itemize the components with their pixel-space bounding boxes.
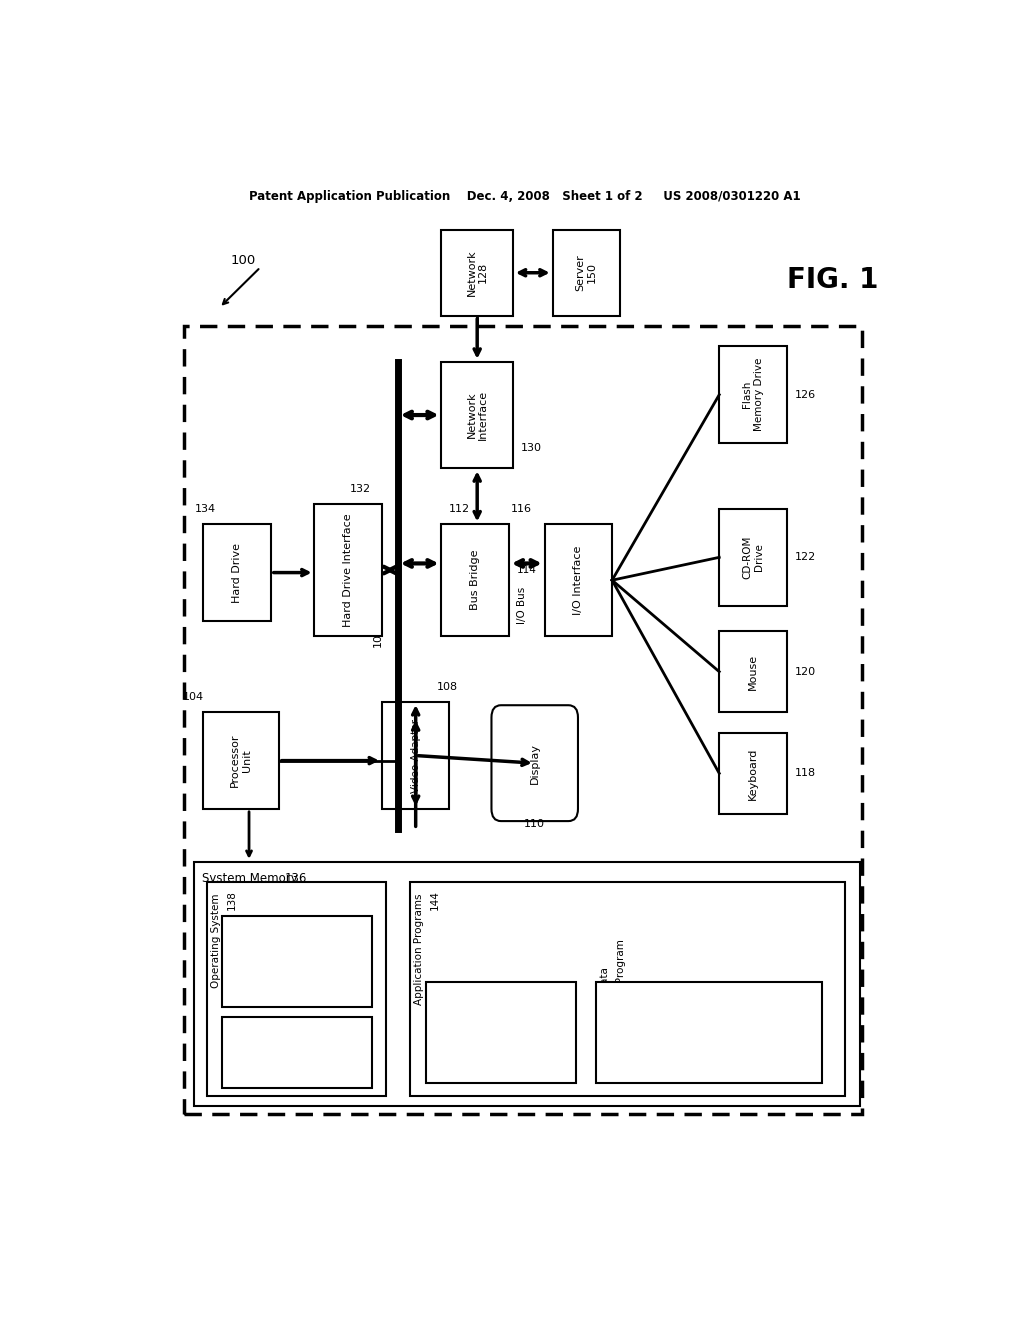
Bar — [221, 916, 373, 1007]
Bar — [204, 524, 270, 620]
Text: 104: 104 — [183, 692, 204, 702]
Text: 120: 120 — [795, 667, 816, 677]
Text: 112: 112 — [449, 504, 470, 515]
Text: 146: 146 — [445, 1023, 456, 1043]
Bar — [194, 862, 860, 1106]
Bar — [441, 230, 513, 315]
Text: 118: 118 — [795, 768, 816, 779]
Bar — [719, 346, 786, 444]
Text: 134: 134 — [195, 504, 216, 515]
Text: Network
Interface: Network Interface — [466, 389, 488, 440]
Text: 138: 138 — [227, 890, 238, 909]
Text: Flash
Memory Drive: Flash Memory Drive — [742, 358, 764, 432]
Text: Server
150: Server 150 — [575, 255, 597, 292]
Text: 144: 144 — [430, 890, 439, 909]
Text: 126: 126 — [795, 389, 816, 400]
Bar — [207, 882, 386, 1096]
Text: Browser: Browser — [430, 1010, 439, 1055]
Text: Keyboard: Keyboard — [748, 747, 758, 800]
Text: Hard Drive: Hard Drive — [232, 543, 242, 603]
Bar — [382, 702, 450, 809]
Text: 100: 100 — [230, 253, 256, 267]
Bar — [553, 230, 621, 315]
Text: Display: Display — [529, 743, 540, 784]
Text: Operating System: Operating System — [211, 890, 221, 987]
Text: 136: 136 — [285, 873, 307, 884]
Bar — [719, 733, 786, 814]
Text: System Bus: System Bus — [373, 543, 383, 609]
Text: 108: 108 — [437, 682, 458, 692]
Text: 130: 130 — [521, 444, 542, 453]
Text: 114: 114 — [517, 565, 537, 576]
Text: Video Adapter: Video Adapter — [411, 718, 421, 792]
Bar — [426, 982, 577, 1084]
Text: 110: 110 — [524, 820, 545, 829]
Bar — [410, 882, 845, 1096]
Text: Shell(s): Shell(s) — [225, 940, 236, 982]
Text: FIG. 1: FIG. 1 — [786, 267, 878, 294]
Text: Forms Data: Forms Data — [600, 968, 610, 1027]
Text: Network
128: Network 128 — [466, 249, 488, 296]
FancyBboxPatch shape — [492, 705, 578, 821]
Text: I/O Interface: I/O Interface — [573, 545, 584, 615]
Text: Processor
Unit: Processor Unit — [230, 734, 252, 787]
Text: Management Program: Management Program — [616, 939, 626, 1055]
Bar — [719, 631, 786, 713]
Text: 122: 122 — [795, 552, 816, 562]
Text: (FDMP): (FDMP) — [632, 1014, 642, 1051]
Text: Mouse: Mouse — [748, 653, 758, 690]
Text: 132: 132 — [349, 484, 371, 494]
Text: Application Programs: Application Programs — [414, 890, 424, 1005]
Text: System Memory: System Memory — [202, 873, 301, 884]
Bar — [596, 982, 822, 1084]
Text: 106: 106 — [373, 626, 383, 647]
Text: Patent Application Publication    Dec. 4, 2008   Sheet 1 of 2     US 2008/030122: Patent Application Publication Dec. 4, 2… — [249, 190, 801, 202]
Text: I/O Bus: I/O Bus — [517, 587, 527, 624]
Bar — [441, 362, 513, 469]
Text: CD-ROM
Drive: CD-ROM Drive — [742, 536, 764, 579]
Text: Kernel: Kernel — [225, 1035, 236, 1071]
Bar — [314, 504, 382, 636]
Text: Hard Drive Interface: Hard Drive Interface — [343, 513, 353, 627]
Bar — [183, 326, 862, 1114]
Bar — [545, 524, 612, 636]
Bar — [221, 1018, 373, 1089]
Text: Bus Bridge: Bus Bridge — [470, 550, 480, 610]
Bar — [719, 510, 786, 606]
Bar — [204, 713, 279, 809]
Text: 142: 142 — [242, 1043, 252, 1063]
Text: 140: 140 — [242, 952, 252, 972]
Text: 116: 116 — [510, 504, 531, 515]
Text: 148: 148 — [648, 1023, 657, 1043]
Bar — [441, 524, 509, 636]
